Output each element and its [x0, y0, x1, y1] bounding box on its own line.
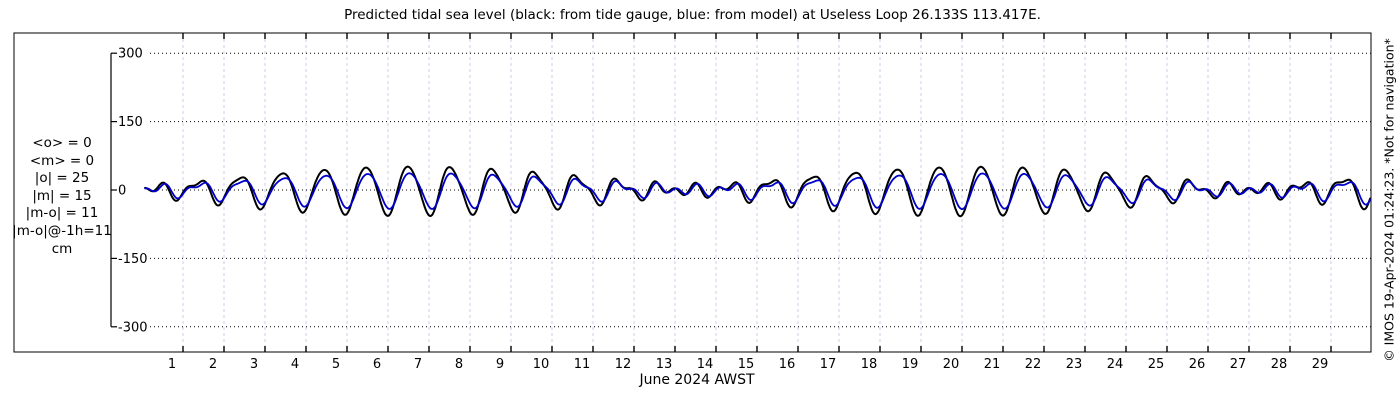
- x-tick-label: 16: [779, 357, 796, 372]
- x-tick-label: 13: [656, 357, 673, 372]
- x-tick-label: 9: [496, 357, 504, 372]
- x-tick-label: 18: [861, 357, 878, 372]
- x-tick-label: 24: [1107, 357, 1124, 372]
- x-tick-label: 28: [1271, 357, 1288, 372]
- x-tick-label: 26: [1189, 357, 1206, 372]
- x-tick-label: 1: [168, 357, 176, 372]
- x-tick-label: 27: [1230, 357, 1247, 372]
- x-tick-label: 12: [615, 357, 632, 372]
- stat-line-abs-diff-lag: |m-o|@-1h=11: [12, 222, 112, 239]
- stats-panel: <o> = 0 <m> = 0 |o| = 25 |m| = 15 |m-o| …: [4, 135, 120, 258]
- x-tick-label: 8: [455, 357, 463, 372]
- x-tick-label: 6: [373, 357, 381, 372]
- chart-title: Predicted tidal sea level (black: from t…: [344, 7, 1041, 23]
- y-tick-label: -300: [118, 320, 148, 335]
- x-tick-label: 5: [332, 357, 340, 372]
- x-tick-label: 3: [250, 357, 258, 372]
- y-tick-label: 150: [118, 115, 143, 130]
- y-tick-label: 300: [118, 47, 143, 62]
- x-tick-label: 22: [1025, 357, 1042, 372]
- stat-line-units: cm: [51, 240, 73, 257]
- gauge-series-line: [144, 165, 1372, 218]
- stat-line-mean-obs: <o> = 0: [32, 135, 92, 151]
- x-axis-label: June 2024 AWST: [639, 372, 755, 388]
- stat-line-abs-model: |m| = 15: [32, 187, 92, 204]
- x-tick-label: 23: [1066, 357, 1083, 372]
- x-tick-label: 4: [291, 357, 299, 372]
- x-tick-label: 20: [943, 357, 960, 372]
- x-tick-label: 7: [414, 357, 422, 372]
- x-tick-label: 21: [984, 357, 1001, 372]
- imos-watermark: © IMOS 19-Apr-2024 01:24:23. *Not for na…: [1381, 38, 1397, 362]
- x-tick-label: 2: [209, 357, 217, 372]
- x-tick-label: 10: [533, 357, 550, 372]
- x-tick-label: 15: [738, 357, 755, 372]
- x-tick-label: 29: [1312, 357, 1329, 372]
- stat-line-abs-obs: |o| = 25: [34, 170, 90, 187]
- model-series-line: [144, 172, 1372, 211]
- y-tick-label: -150: [118, 252, 148, 267]
- x-tick-label: 25: [1148, 357, 1165, 372]
- y-tick-label: 0: [118, 184, 126, 199]
- stat-line-abs-diff: |m-o| = 11: [25, 205, 99, 222]
- x-tick-label: 17: [820, 357, 837, 372]
- stat-line-mean-model: <m> = 0: [29, 152, 95, 169]
- x-tick-label: 14: [697, 357, 714, 372]
- x-tick-label: 11: [574, 357, 591, 372]
- plot-frame: [13, 32, 1372, 353]
- x-tick-label: 19: [902, 357, 919, 372]
